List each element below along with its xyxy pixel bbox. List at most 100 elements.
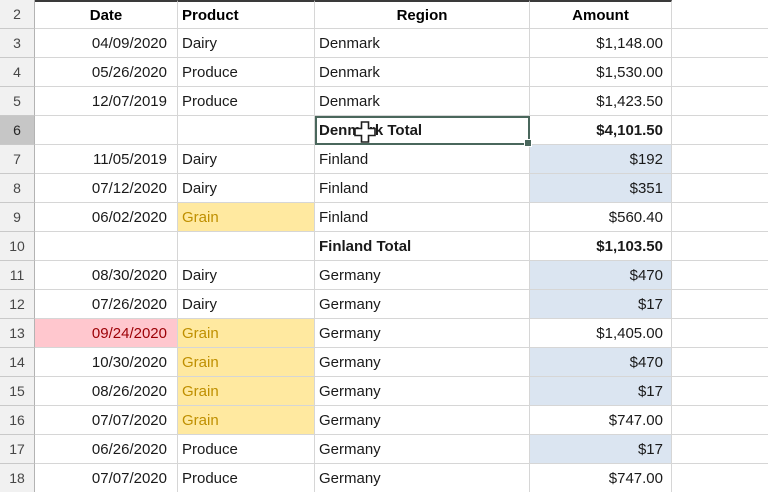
cell-product-12[interactable]: Dairy [178,290,315,319]
column-header-extra[interactable] [672,0,768,29]
row-header-15[interactable]: 15 [0,377,35,406]
cell-extra-6[interactable] [672,116,768,145]
cell-date-15[interactable]: 08/26/2020 [35,377,178,406]
cell-extra-11[interactable] [672,261,768,290]
cell-region-6[interactable]: Denmark Total [315,116,530,145]
cell-extra-4[interactable] [672,58,768,87]
cell-extra-13[interactable] [672,319,768,348]
column-header-region[interactable]: Region [315,0,530,29]
cell-extra-17[interactable] [672,435,768,464]
cell-amount-15[interactable]: $17 [530,377,672,406]
cell-extra-18[interactable] [672,464,768,492]
cell-product-18[interactable]: Produce [178,464,315,492]
row-header-11[interactable]: 11 [0,261,35,290]
cell-product-14[interactable]: Grain [178,348,315,377]
row-header-4[interactable]: 4 [0,58,35,87]
cell-extra-9[interactable] [672,203,768,232]
cell-amount-18[interactable]: $747.00 [530,464,672,492]
cell-extra-10[interactable] [672,232,768,261]
cell-product-11[interactable]: Dairy [178,261,315,290]
cell-amount-3[interactable]: $1,148.00 [530,29,672,58]
cell-date-10[interactable] [35,232,178,261]
cell-region-7[interactable]: Finland [315,145,530,174]
row-header-3[interactable]: 3 [0,29,35,58]
cell-product-7[interactable]: Dairy [178,145,315,174]
cell-amount-5[interactable]: $1,423.50 [530,87,672,116]
cell-region-17[interactable]: Germany [315,435,530,464]
cell-region-8[interactable]: Finland [315,174,530,203]
cell-date-4[interactable]: 05/26/2020 [35,58,178,87]
cell-date-16[interactable]: 07/07/2020 [35,406,178,435]
column-header-amount[interactable]: Amount [530,0,672,29]
cell-product-8[interactable]: Dairy [178,174,315,203]
cell-date-6[interactable] [35,116,178,145]
cell-extra-5[interactable] [672,87,768,116]
cell-date-12[interactable]: 07/26/2020 [35,290,178,319]
row-header-12[interactable]: 12 [0,290,35,319]
cell-product-6[interactable] [178,116,315,145]
cell-region-4[interactable]: Denmark [315,58,530,87]
cell-product-17[interactable]: Produce [178,435,315,464]
cell-amount-8[interactable]: $351 [530,174,672,203]
cell-amount-4[interactable]: $1,530.00 [530,58,672,87]
cell-date-13[interactable]: 09/24/2020 [35,319,178,348]
cell-product-15[interactable]: Grain [178,377,315,406]
cell-amount-7[interactable]: $192 [530,145,672,174]
row-header-10[interactable]: 10 [0,232,35,261]
cell-amount-14[interactable]: $470 [530,348,672,377]
cell-region-9[interactable]: Finland [315,203,530,232]
cell-extra-3[interactable] [672,29,768,58]
cell-amount-6[interactable]: $4,101.50 [530,116,672,145]
cell-product-9[interactable]: Grain [178,203,315,232]
column-header-date[interactable]: Date [35,0,178,29]
cell-extra-14[interactable] [672,348,768,377]
cell-amount-16[interactable]: $747.00 [530,406,672,435]
cell-region-11[interactable]: Germany [315,261,530,290]
cell-product-10[interactable] [178,232,315,261]
cell-region-5[interactable]: Denmark [315,87,530,116]
row-header-13[interactable]: 13 [0,319,35,348]
cell-amount-11[interactable]: $470 [530,261,672,290]
cell-amount-12[interactable]: $17 [530,290,672,319]
row-header-2[interactable]: 2 [0,0,35,29]
row-header-7[interactable]: 7 [0,145,35,174]
cell-amount-10[interactable]: $1,103.50 [530,232,672,261]
row-header-16[interactable]: 16 [0,406,35,435]
row-header-9[interactable]: 9 [0,203,35,232]
cell-amount-17[interactable]: $17 [530,435,672,464]
cell-region-18[interactable]: Germany [315,464,530,492]
cell-date-14[interactable]: 10/30/2020 [35,348,178,377]
fill-handle[interactable] [524,139,532,147]
cell-region-15[interactable]: Germany [315,377,530,406]
cell-date-17[interactable]: 06/26/2020 [35,435,178,464]
row-header-8[interactable]: 8 [0,174,35,203]
cell-product-3[interactable]: Dairy [178,29,315,58]
cell-product-16[interactable]: Grain [178,406,315,435]
cell-amount-9[interactable]: $560.40 [530,203,672,232]
row-header-5[interactable]: 5 [0,87,35,116]
cell-extra-8[interactable] [672,174,768,203]
cell-date-9[interactable]: 06/02/2020 [35,203,178,232]
cell-product-4[interactable]: Produce [178,58,315,87]
cell-date-11[interactable]: 08/30/2020 [35,261,178,290]
row-header-17[interactable]: 17 [0,435,35,464]
cell-region-12[interactable]: Germany [315,290,530,319]
cell-date-8[interactable]: 07/12/2020 [35,174,178,203]
cell-date-7[interactable]: 11/05/2019 [35,145,178,174]
cell-date-18[interactable]: 07/07/2020 [35,464,178,492]
row-header-14[interactable]: 14 [0,348,35,377]
cell-extra-12[interactable] [672,290,768,319]
cell-region-10[interactable]: Finland Total [315,232,530,261]
cell-extra-15[interactable] [672,377,768,406]
cell-extra-16[interactable] [672,406,768,435]
cell-region-14[interactable]: Germany [315,348,530,377]
cell-region-13[interactable]: Germany [315,319,530,348]
cell-product-13[interactable]: Grain [178,319,315,348]
cell-date-5[interactable]: 12/07/2019 [35,87,178,116]
cell-amount-13[interactable]: $1,405.00 [530,319,672,348]
cell-date-3[interactable]: 04/09/2020 [35,29,178,58]
cell-region-16[interactable]: Germany [315,406,530,435]
cell-region-3[interactable]: Denmark [315,29,530,58]
row-header-18[interactable]: 18 [0,464,35,492]
column-header-product[interactable]: Product [178,0,315,29]
